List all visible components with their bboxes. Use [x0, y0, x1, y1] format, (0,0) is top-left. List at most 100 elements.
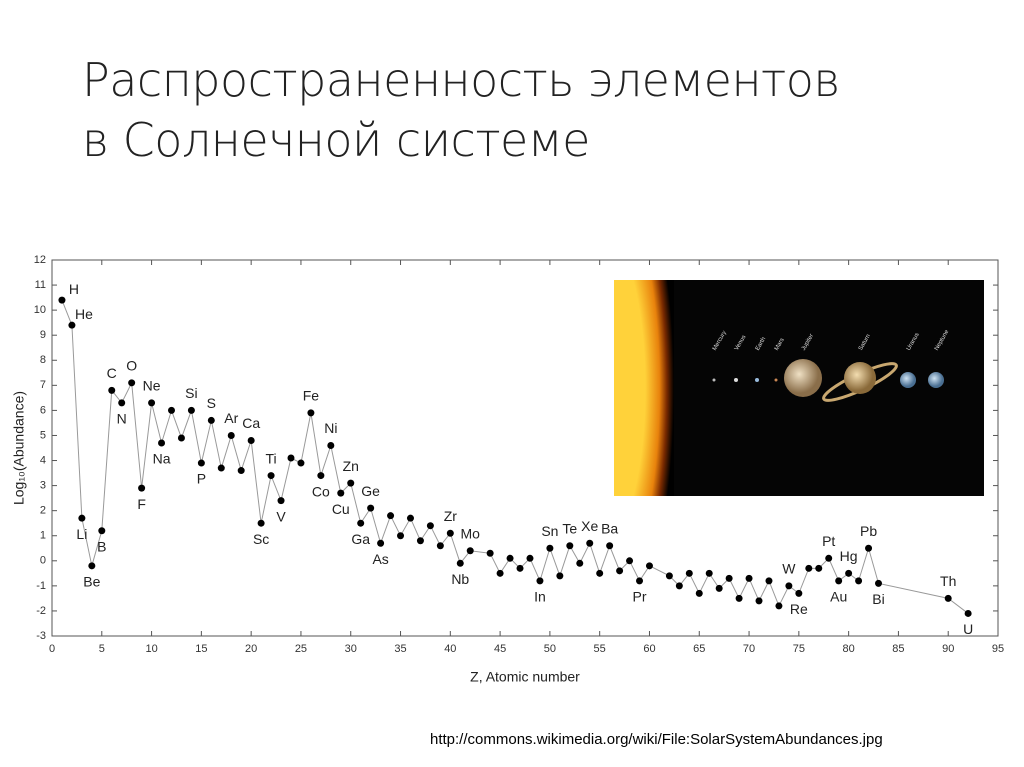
x-tick-label: 20 — [245, 643, 257, 655]
data-point — [466, 547, 474, 555]
data-point — [546, 544, 554, 552]
data-point — [207, 416, 215, 424]
x-tick-label: 70 — [743, 643, 755, 655]
point-label: C — [107, 365, 117, 381]
x-tick-label: 25 — [295, 643, 307, 655]
point-label: Ca — [242, 415, 260, 431]
data-point — [695, 589, 703, 597]
data-point — [317, 472, 325, 480]
data-point — [486, 549, 494, 557]
x-tick-label: 30 — [345, 643, 357, 655]
data-point — [805, 564, 813, 572]
y-axis-label: Log₁₀(Abundance) — [11, 391, 27, 505]
point-label: Ba — [601, 520, 618, 536]
point-label: U — [963, 621, 973, 637]
point-label: Xe — [581, 518, 598, 534]
planet — [755, 378, 759, 382]
x-tick-label: 65 — [693, 643, 705, 655]
data-point — [197, 459, 205, 467]
point-label: Te — [562, 520, 577, 536]
point-label: As — [372, 551, 388, 567]
point-label: Ni — [324, 420, 337, 436]
solar-system-image: Mercury Venus Earth Mars Jupiter Saturn Uranus… — [614, 280, 984, 496]
y-tick-label: 4 — [40, 454, 46, 466]
chart: Mercury Venus Earth Mars Jupiter Saturn Uranus… — [11, 254, 1004, 685]
point-label: Sc — [253, 531, 269, 547]
data-point — [267, 472, 275, 480]
point-label: P — [197, 471, 206, 487]
point-label: Ne — [143, 378, 161, 394]
y-tick-label: 8 — [40, 354, 46, 366]
data-point — [964, 609, 972, 617]
data-point — [158, 439, 166, 447]
point-label: H — [69, 281, 79, 297]
data-point — [865, 544, 873, 552]
point-label: Au — [830, 589, 847, 605]
x-tick-label: 95 — [992, 643, 1004, 655]
data-point — [406, 514, 414, 522]
data-point — [217, 464, 225, 472]
data-point — [715, 584, 723, 592]
x-tick-label: 15 — [195, 643, 207, 655]
planet — [712, 378, 716, 382]
point-label: Sn — [541, 523, 558, 539]
data-point — [456, 559, 464, 567]
data-point — [307, 409, 315, 417]
title-line: в Солнечной системе — [82, 113, 590, 167]
data-point — [297, 459, 305, 467]
data-point — [745, 574, 753, 582]
data-point — [845, 569, 853, 577]
data-point — [516, 564, 524, 572]
data-point — [735, 594, 743, 602]
data-point — [665, 572, 673, 580]
point-label: Bi — [872, 591, 884, 607]
data-point — [685, 569, 693, 577]
data-point — [944, 594, 952, 602]
data-point — [287, 454, 295, 462]
y-tick-label: -2 — [36, 605, 46, 617]
point-label: He — [75, 306, 93, 322]
point-label: Fe — [303, 388, 320, 404]
point-label: Ti — [265, 450, 276, 466]
x-tick-label: 5 — [99, 643, 105, 655]
x-tick-label: 50 — [544, 643, 556, 655]
data-point — [98, 527, 106, 535]
data-point — [128, 379, 136, 387]
data-point — [426, 522, 434, 530]
y-tick-label: 7 — [40, 379, 46, 391]
sun — [614, 280, 674, 496]
data-point — [58, 296, 66, 304]
planet — [784, 359, 822, 397]
data-point — [616, 567, 624, 575]
point-label: B — [97, 538, 106, 554]
y-tick-label: 9 — [40, 329, 46, 341]
data-point — [88, 562, 96, 570]
data-point — [596, 569, 604, 577]
x-tick-label: 35 — [394, 643, 406, 655]
data-point — [506, 554, 514, 562]
x-tick-label: 10 — [145, 643, 157, 655]
point-label: Co — [312, 483, 330, 499]
point-label: Pt — [822, 533, 835, 549]
point-label: Be — [83, 574, 100, 590]
data-point — [795, 589, 803, 597]
data-point — [586, 539, 594, 547]
data-point — [446, 529, 454, 537]
point-label: F — [137, 496, 146, 512]
data-point — [118, 399, 126, 407]
point-label: Ar — [224, 410, 238, 426]
y-tick-label: 1 — [40, 530, 46, 542]
x-tick-label: 75 — [793, 643, 805, 655]
data-point — [68, 321, 76, 329]
y-tick-label: 12 — [34, 254, 46, 266]
data-point — [397, 532, 405, 540]
data-point — [167, 406, 175, 414]
data-point — [526, 554, 534, 562]
data-point — [825, 554, 833, 562]
data-point — [815, 564, 823, 572]
x-axis-label: Z, Atomic number — [470, 669, 580, 685]
x-tick-label: 60 — [643, 643, 655, 655]
planet — [774, 378, 778, 382]
point-label: Li — [76, 526, 87, 542]
data-point — [237, 467, 245, 475]
